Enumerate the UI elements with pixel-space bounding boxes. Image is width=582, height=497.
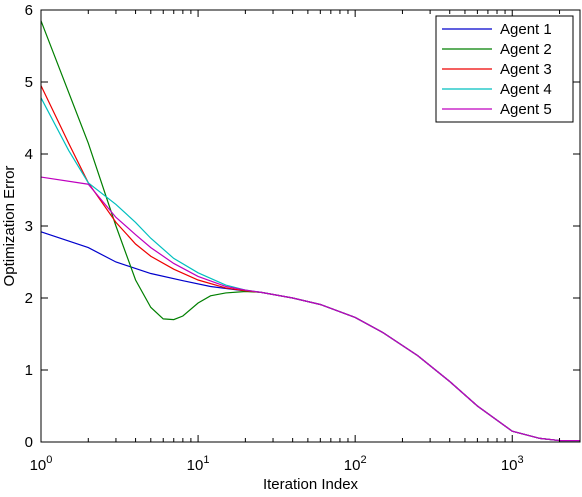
legend-label-agent-2: Agent 2 (500, 41, 552, 58)
x-tick-label: 101 (187, 454, 210, 474)
legend-label-agent-4: Agent 4 (500, 81, 552, 98)
y-tick-label: 4 (25, 146, 33, 163)
series-line-agent-5 (40, 176, 580, 442)
legend-label-agent-1: Agent 1 (500, 21, 552, 38)
y-tick-label: 2 (25, 290, 33, 307)
x-tick-label-exponent: 0 (46, 454, 52, 466)
x-tick-label: 100 (30, 454, 53, 474)
series-line-agent-1 (40, 231, 580, 442)
y-tick-label: 3 (25, 218, 33, 235)
x-tick-label: 103 (501, 454, 524, 474)
x-tick-label-base: 10 (344, 457, 361, 474)
series-line-agent-4 (40, 97, 580, 442)
x-tick-label-exponent: 2 (360, 454, 366, 466)
x-tick-label-base: 10 (187, 457, 204, 474)
x-tick-label: 102 (344, 454, 367, 474)
x-tick-label-base: 10 (30, 457, 47, 474)
y-tick-label: 6 (25, 2, 33, 19)
ticks-group (40, 9, 580, 443)
legend-label-agent-5: Agent 5 (500, 101, 552, 118)
x-tick-label-base: 10 (501, 457, 518, 474)
series-line-agent-3 (40, 85, 580, 442)
x-axis-title: Iteration Index (263, 476, 359, 492)
y-tick-label: 5 (25, 74, 33, 91)
y-axis-title: Optimization Error (1, 166, 18, 287)
y-tick-label: 1 (25, 362, 33, 379)
x-tick-label-exponent: 1 (203, 454, 209, 466)
y-tick-label: 0 (25, 434, 33, 451)
legend-label-agent-3: Agent 3 (500, 61, 552, 78)
series-group (40, 20, 580, 442)
x-tick-label-exponent: 3 (518, 454, 524, 466)
legend: Agent 1 Agent 2 Agent 3 Agent 4 Agent 5 (435, 15, 574, 123)
